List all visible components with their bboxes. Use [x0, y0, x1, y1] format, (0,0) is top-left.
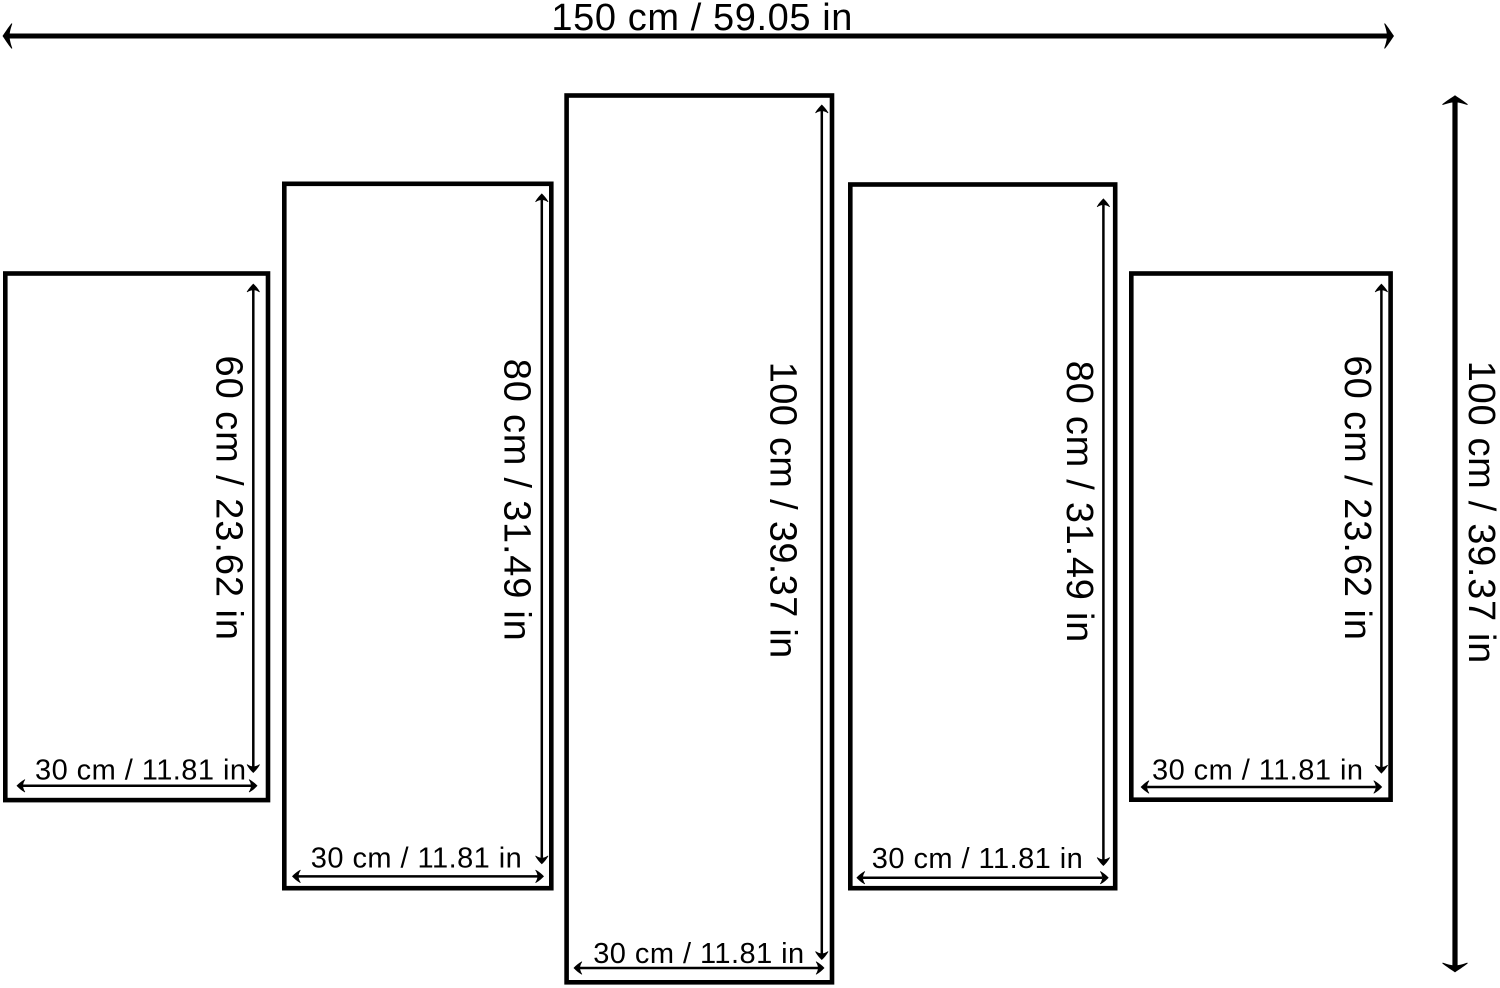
svg-text:60 cm / 23.62 in: 60 cm / 23.62 in — [1336, 356, 1378, 641]
svg-text:80 cm / 31.49 in: 80 cm / 31.49 in — [1058, 361, 1100, 643]
svg-text:30 cm / 11.81 in: 30 cm / 11.81 in — [872, 843, 1083, 875]
svg-text:30 cm / 11.81 in: 30 cm / 11.81 in — [1152, 754, 1363, 786]
svg-text:150 cm / 59.05 in: 150 cm / 59.05 in — [551, 0, 852, 39]
svg-text:30 cm / 11.81 in: 30 cm / 11.81 in — [35, 754, 246, 786]
svg-text:30 cm / 11.81 in: 30 cm / 11.81 in — [593, 938, 804, 970]
svg-text:60 cm / 23.62 in: 60 cm / 23.62 in — [208, 356, 250, 641]
svg-text:100 cm / 39.37 in: 100 cm / 39.37 in — [1460, 361, 1500, 664]
svg-text:100 cm / 39.37 in: 100 cm / 39.37 in — [762, 362, 804, 659]
svg-text:80 cm / 31.49 in: 80 cm / 31.49 in — [496, 359, 538, 641]
svg-text:30 cm / 11.81 in: 30 cm / 11.81 in — [311, 842, 522, 874]
